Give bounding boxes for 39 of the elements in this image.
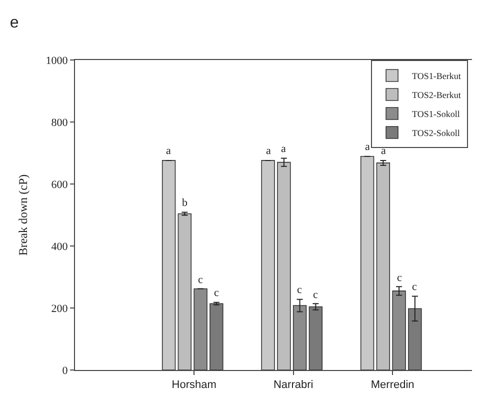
bar xyxy=(277,162,291,370)
data-label: a xyxy=(266,145,271,157)
data-label: c xyxy=(313,289,318,301)
y-tick-label: 400 xyxy=(51,240,68,253)
data-label: a xyxy=(381,145,386,157)
bar xyxy=(392,290,406,370)
data-label: a xyxy=(281,143,286,155)
chart-title: e xyxy=(10,14,19,32)
data-label: c xyxy=(412,281,417,293)
data-label: b xyxy=(182,197,188,209)
legend-label: TOS2-Berkut xyxy=(412,90,462,100)
y-tick-label: 200 xyxy=(51,302,68,315)
y-tick-label: 0 xyxy=(62,364,68,377)
x-tick-label: Narrabri xyxy=(273,379,314,392)
y-tick-label: 800 xyxy=(51,116,68,129)
data-label: c xyxy=(198,274,203,286)
bar xyxy=(194,288,208,370)
bar xyxy=(376,162,390,370)
bar xyxy=(308,306,323,370)
bar xyxy=(292,305,307,370)
y-tick-label: 1000 xyxy=(46,54,68,67)
data-label: c xyxy=(297,284,302,296)
x-tick-label: Merredin xyxy=(370,379,414,392)
legend-label: TOS2-Sokoll xyxy=(412,128,460,138)
bar xyxy=(408,308,422,370)
bar xyxy=(162,160,176,370)
data-label: a xyxy=(166,145,171,157)
data-label: a xyxy=(365,141,370,153)
data-label: c xyxy=(214,287,219,299)
x-tick-label: Horsham xyxy=(172,379,216,392)
y-axis-title: Break down (cP) xyxy=(16,174,30,256)
bar xyxy=(178,213,192,370)
legend-label: TOS1-Sokoll xyxy=(412,109,460,120)
data-label: c xyxy=(397,272,402,284)
bar xyxy=(210,303,224,370)
legend-label: TOS1-Berkut xyxy=(412,71,462,82)
bar xyxy=(360,156,374,370)
bar xyxy=(261,160,275,370)
y-tick-label: 600 xyxy=(51,178,68,191)
